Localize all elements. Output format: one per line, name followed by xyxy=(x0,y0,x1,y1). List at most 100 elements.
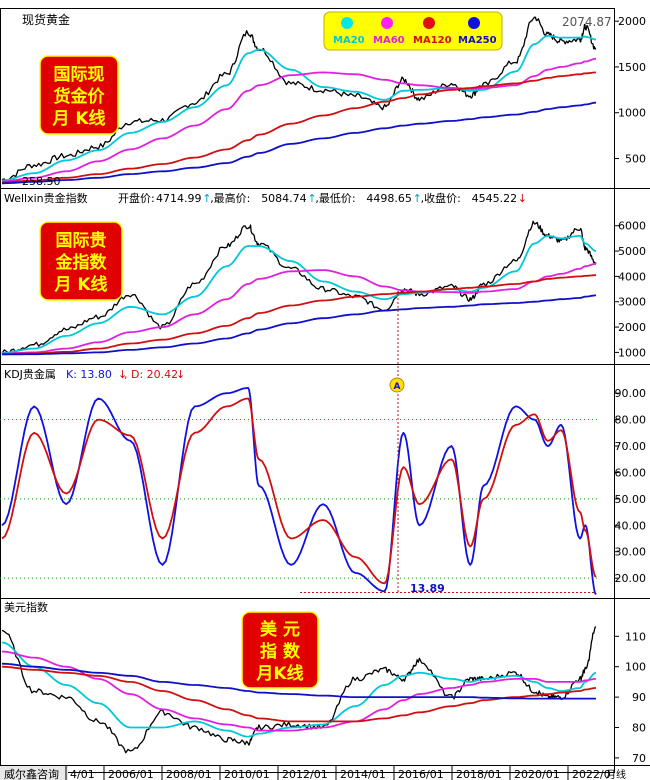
kdj-d-arrow: ↓ xyxy=(176,368,185,381)
index-label-line: 金指数 xyxy=(55,252,108,273)
y-tick-label: 500 xyxy=(625,153,646,166)
series-line-ma250 xyxy=(1,662,596,700)
y-tick-label: 3000 xyxy=(618,296,646,309)
watermark: 威尔鑫咨询 xyxy=(4,767,59,780)
x-tick-label: 2006/01 xyxy=(108,768,154,780)
index-stat-value: 4498.65 xyxy=(366,192,412,205)
index-label-line: 月 K线 xyxy=(53,274,107,295)
gold-label-box: 国际现 货金价 月 K线 xyxy=(39,55,119,135)
series-line-ma250 xyxy=(1,101,596,185)
x-tick-label: 4/01 xyxy=(70,768,95,780)
chart-frame xyxy=(0,8,615,773)
series-line-ma120 xyxy=(2,71,597,184)
ma-legend: MA20 MA60 MA120 MA250 xyxy=(323,11,503,51)
y-tick-label: 1500 xyxy=(618,61,646,74)
period-label: 月线 xyxy=(606,768,626,780)
index-stats: 开盘价: 4714.99 ↑,最高价: 5084.74 ↑,最低价: 4498.65 ↑,收… xyxy=(118,191,527,205)
ma60-legend-dot xyxy=(381,17,393,29)
gold-low-annotation: 258.50 xyxy=(22,175,61,188)
y-tick-label: 2000 xyxy=(618,15,646,28)
y-tick-label: 50.00 xyxy=(615,493,647,506)
index-stat-label: ,最低价: xyxy=(315,192,355,205)
y-tick-label: 80.00 xyxy=(615,414,647,427)
series-line-ma250 xyxy=(2,294,596,356)
y-tick-label: 80 xyxy=(632,722,646,735)
usd-label-line: 指 数 xyxy=(260,641,301,662)
y-tick-label: 1000 xyxy=(618,107,646,120)
watermark-box xyxy=(0,766,68,780)
gold-high-annotation: 2074.87 xyxy=(562,15,612,29)
usd-label-line: 美 元 xyxy=(260,619,300,640)
series-line-index xyxy=(1,220,597,355)
index-stat-value: 4545.22 xyxy=(472,192,517,205)
x-tick-label: 2022/0 xyxy=(572,768,611,780)
index-panel-title: Wellxin贵金指数 xyxy=(4,191,88,205)
x-tick-label: 2012/01 xyxy=(282,768,328,780)
ma20-legend-label: MA20 xyxy=(333,35,365,46)
series-line-ma60 xyxy=(1,262,597,355)
index-stat-label: ,最高价: xyxy=(210,191,250,205)
y-tick-label: 90.00 xyxy=(615,387,647,400)
index-stat-label: ,收盘价: xyxy=(421,191,461,205)
y-tick-label: 5000 xyxy=(618,245,646,258)
ma120-legend-label: MA120 xyxy=(413,35,452,46)
kdj-k-arrow: ↓ xyxy=(118,368,127,381)
kdj-panel-title: KDJ贵金属 xyxy=(4,367,56,381)
series-line-ma60 xyxy=(1,650,596,732)
series-line-ma120 xyxy=(2,274,597,356)
x-tick-label: 2020/01 xyxy=(514,768,560,780)
gold-label-line: 国际现 xyxy=(54,65,105,85)
axis-layer: 500 1000 1500 2000 1000 2000 3000 4000 5000 6000 2… xyxy=(614,15,646,765)
y-tick-label: 60.00 xyxy=(615,466,647,479)
series-line-ma120 xyxy=(1,665,596,723)
series-line-ma20 xyxy=(1,34,597,182)
gold-label-line: 月 K线 xyxy=(51,108,105,129)
index-stat-arrow: ↑ xyxy=(413,192,422,205)
plot-layer xyxy=(0,16,598,754)
y-tick-label: 1000 xyxy=(618,346,646,359)
y-tick-label: 70.00 xyxy=(615,440,647,453)
marker-a-label: A xyxy=(394,382,401,392)
y-tick-label: 110 xyxy=(625,630,646,643)
y-tick-label: 4000 xyxy=(618,270,646,283)
series-line-usd xyxy=(1,626,597,754)
y-tick-label: 30.00 xyxy=(615,546,647,559)
index-stat-label: 开盘价: xyxy=(118,191,155,205)
index-label-line: 国际贵 xyxy=(56,230,107,251)
x-axis-labels: 4/01 2006/01 2008/01 2010/01 2012/01 2014/01 2… xyxy=(65,766,611,780)
series-line-d xyxy=(1,397,597,585)
x-tick-label: 2008/01 xyxy=(166,768,212,780)
y-tick-label: 20.00 xyxy=(615,572,647,585)
index-stat-value: 5084.74 xyxy=(261,192,307,205)
y-tick-label: 70 xyxy=(632,752,646,765)
x-tick-label: 2014/01 xyxy=(340,768,386,780)
usd-label-box: 美 元 指 数 月K线 xyxy=(241,611,319,689)
index-stat-arrow: ↑ xyxy=(202,192,211,205)
marker-a-icon xyxy=(389,377,405,393)
ma60-legend-label: MA60 xyxy=(373,35,405,46)
y-tick-label: 6000 xyxy=(618,220,646,233)
ma120-legend-dot xyxy=(423,17,435,29)
index-panel-header: Wellxin贵金指数 开盘价: 4714.99 ↑,最高价: 5084.74 ↑,最低… xyxy=(4,191,527,205)
gold-label-line: 货金价 xyxy=(54,86,106,107)
index-label-box: 国际贵 金指数 月 K线 xyxy=(39,221,123,301)
series-line-ma20 xyxy=(1,641,597,738)
kdj-low-annotation: 13.89 xyxy=(410,582,445,595)
series-line-k xyxy=(1,387,597,595)
kdj-k-label: K: 13.80 xyxy=(66,368,112,381)
series-line-price xyxy=(1,16,597,182)
kdj-panel-header: KDJ贵金属 K: 13.80 ↓ , D: 20.42 ↓ xyxy=(4,367,185,381)
y-tick-label: 90 xyxy=(632,691,646,704)
x-tick-label: 2016/01 xyxy=(398,768,444,780)
x-tick-label: 2018/01 xyxy=(456,768,502,780)
series-line-ma60 xyxy=(1,57,597,183)
index-stat-arrow: ↑ xyxy=(307,192,316,205)
gold-panel-title: 现货黄金 xyxy=(22,12,70,27)
index-stat-arrow: ↓ xyxy=(518,192,527,205)
ma250-legend-dot xyxy=(468,17,480,29)
legend-box xyxy=(323,11,503,51)
y-tick-label: 2000 xyxy=(618,321,646,334)
usd-panel-title: 美元指数 xyxy=(4,600,48,614)
kdj-d-label: , D: 20.42 xyxy=(124,368,178,381)
index-stat-value: 4714.99 xyxy=(156,192,202,205)
